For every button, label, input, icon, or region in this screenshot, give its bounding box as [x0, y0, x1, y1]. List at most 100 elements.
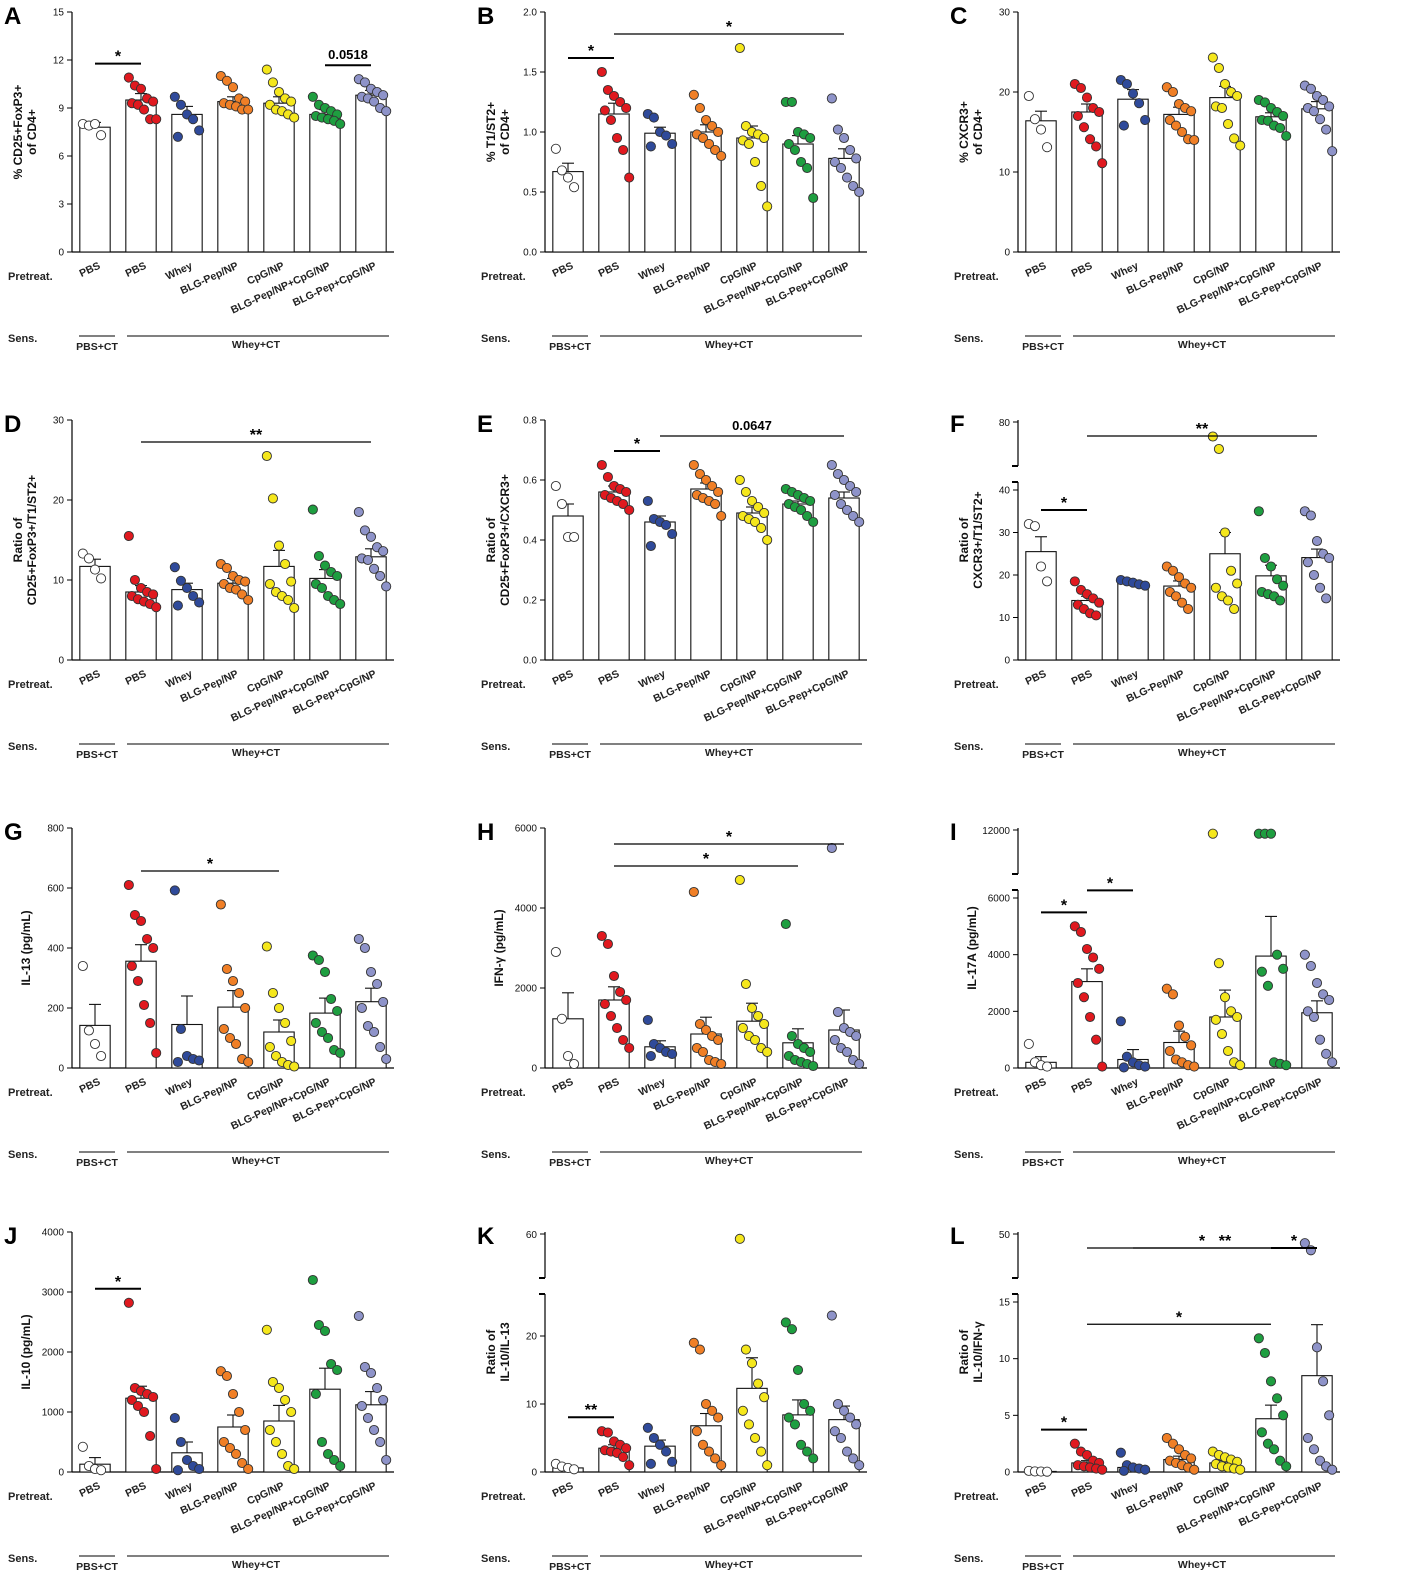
data-point	[753, 1010, 764, 1022]
data-point	[716, 150, 727, 162]
data-point	[224, 1442, 236, 1454]
panel-k: K 60 0 10 20 Ratio of IL-10/IL-13 ** Pretreat. PB…	[477, 1223, 867, 1573]
data-point	[734, 874, 745, 886]
data-point	[286, 1035, 297, 1047]
data-point	[194, 125, 205, 136]
y-tick-label: 0	[531, 1468, 537, 1479]
y-axis-label-line: Ratio of	[484, 1329, 498, 1375]
category-label: PBS	[124, 260, 149, 280]
data-point	[1189, 134, 1200, 146]
data-point	[359, 1361, 370, 1373]
category-label: Whey	[637, 1480, 668, 1503]
data-point	[838, 132, 850, 144]
data-point	[618, 144, 629, 156]
category-label: Whey	[164, 260, 195, 283]
data-point	[648, 1432, 659, 1444]
data-point	[218, 1436, 229, 1448]
data-point	[599, 998, 610, 1010]
panel-h: H 0 2000 4000 6000 IFN-γ (pg/mL) * * Pretreat. PB…	[477, 819, 867, 1169]
data-point	[805, 1405, 816, 1416]
data-point	[89, 1038, 101, 1050]
category-label: BLG-Pep+CpG/NP	[764, 1480, 851, 1529]
data-point	[1278, 1410, 1289, 1421]
y-axis-label-line: % T1/ST2+	[484, 102, 498, 162]
data-point	[611, 132, 623, 144]
data-point	[132, 975, 144, 987]
category-label: PBS	[78, 1076, 103, 1096]
data-point	[368, 563, 380, 574]
data-point	[270, 1050, 282, 1062]
data-point	[762, 201, 773, 212]
data-point	[716, 1058, 727, 1070]
y-axis-label: Ratio of CD25+FoxP3+/CXCR3+	[484, 474, 512, 606]
data-point	[667, 528, 678, 540]
data-point	[1324, 552, 1335, 564]
bar	[736, 137, 768, 253]
data-point	[749, 1034, 761, 1046]
sens-label: Whey+CT	[1178, 1559, 1227, 1571]
data-point	[740, 978, 751, 990]
panel-letter: H	[477, 819, 494, 846]
sens-row-label: Sens.	[954, 1553, 983, 1565]
data-point	[1318, 1376, 1329, 1387]
data-point	[1232, 1011, 1243, 1023]
bar	[1255, 116, 1287, 253]
y-tick-label: 80	[999, 418, 1011, 429]
data-point	[642, 1422, 653, 1433]
y-tick-label: 6000	[515, 824, 538, 835]
y-axis-label: Ratio of IL-10/IFN-γ	[957, 1321, 985, 1383]
data-point	[218, 1023, 229, 1035]
data-point	[713, 126, 724, 138]
data-point	[851, 1030, 862, 1042]
sens-label: Whey+CT	[705, 1559, 754, 1571]
category-label: Whey	[1110, 1076, 1141, 1099]
data-point	[624, 1460, 635, 1471]
significance-label: *	[1199, 1233, 1206, 1250]
data-point	[1186, 1453, 1197, 1464]
data-point	[1210, 1014, 1221, 1025]
data-point	[77, 960, 88, 972]
data-point	[562, 172, 574, 183]
data-point	[234, 1406, 245, 1418]
data-point	[313, 954, 324, 966]
data-point	[322, 1032, 334, 1044]
y-axis-label-line: % CXCR3+	[957, 101, 971, 163]
significance-label: *	[703, 851, 710, 868]
data-point	[734, 474, 745, 486]
sens-label: Whey+CT	[232, 339, 281, 351]
data-point	[707, 480, 718, 492]
pretreat-row-label: Pretreat.	[954, 1087, 999, 1099]
panel-e: E 0.0 0.2 0.4 0.6 0.8 Ratio of CD25+FoxP3+/CXCR…	[477, 411, 867, 761]
data-point	[596, 459, 607, 471]
y-tick-label: 15	[999, 1298, 1011, 1309]
y-tick-label: 1000	[42, 1408, 65, 1419]
data-point	[562, 1050, 574, 1062]
category-label: PBS	[597, 668, 622, 688]
data-point	[716, 510, 727, 522]
data-point	[1186, 106, 1197, 117]
data-point	[596, 930, 607, 942]
data-point	[1327, 146, 1338, 157]
data-point	[175, 575, 186, 586]
data-point	[1127, 88, 1139, 99]
data-point	[230, 1038, 242, 1050]
data-point	[138, 104, 150, 115]
data-point	[608, 970, 620, 982]
significance-label: **	[250, 427, 263, 444]
category-label: PBS	[1024, 260, 1049, 280]
data-point	[368, 96, 380, 107]
data-point	[316, 582, 328, 594]
data-point	[615, 986, 626, 998]
data-point	[378, 546, 389, 557]
data-point	[826, 93, 837, 104]
y-tick-label: 5	[1004, 1411, 1010, 1422]
data-point	[1275, 595, 1286, 606]
data-point	[1115, 1447, 1126, 1458]
data-point	[1229, 133, 1240, 144]
data-point	[1213, 62, 1224, 74]
data-point	[1232, 90, 1243, 102]
data-point	[854, 1058, 865, 1070]
sens-row-label: Sens.	[481, 741, 510, 753]
data-point	[1097, 158, 1108, 169]
data-point	[1256, 966, 1267, 977]
